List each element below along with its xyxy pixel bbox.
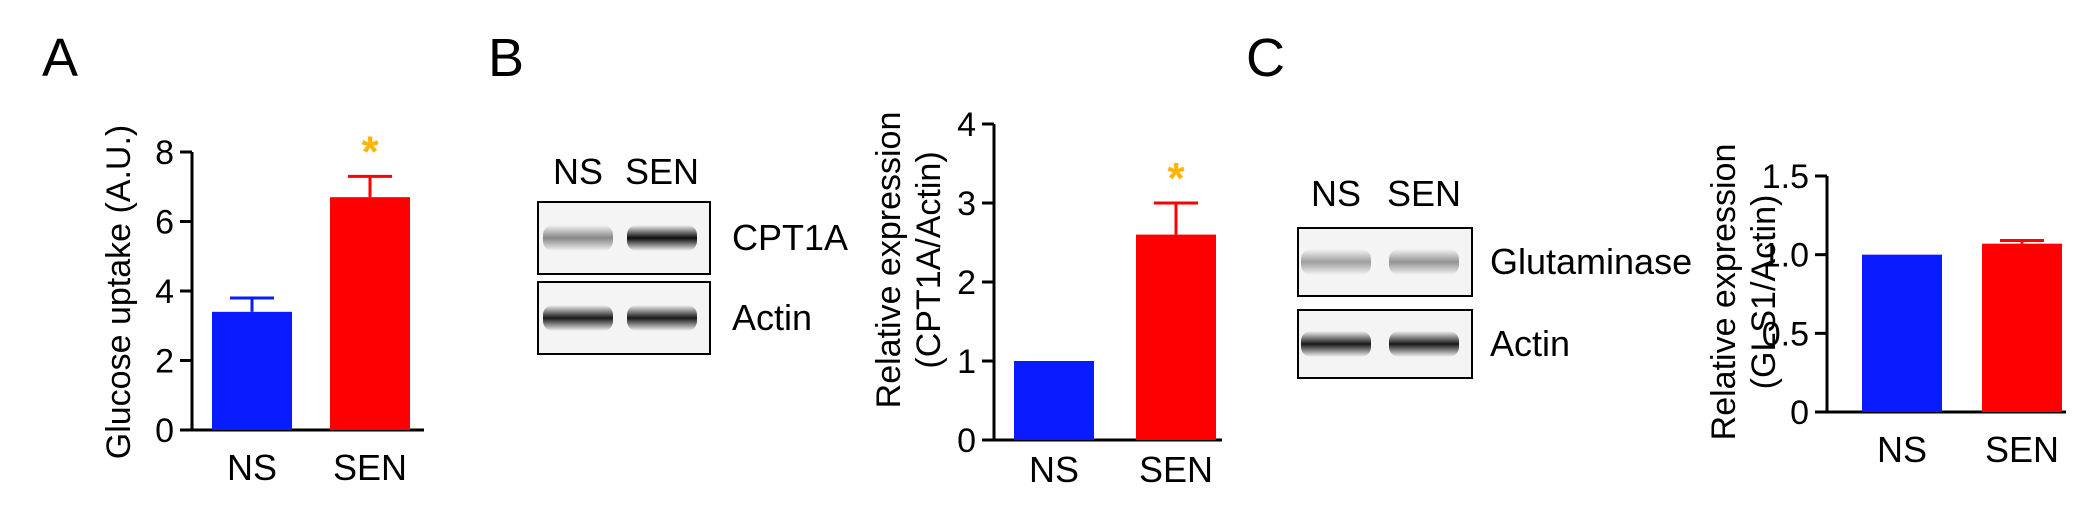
y-tick-label: 3 — [957, 185, 976, 223]
category-label: SEN — [1985, 429, 2059, 470]
protein-band — [1301, 249, 1371, 275]
bar-ns — [212, 311, 292, 430]
y-tick-label: 1.0 — [1762, 237, 1809, 275]
bar-sen — [330, 197, 410, 430]
panel-label-a: A — [42, 28, 78, 88]
bar-ns — [1014, 361, 1094, 440]
protein-band — [543, 305, 613, 331]
y-axis-title-line: Relative expression — [870, 112, 908, 409]
protein-band — [1389, 331, 1459, 357]
y-tick-label: 2 — [155, 343, 174, 381]
category-label: SEN — [333, 447, 407, 488]
y-tick-label: 6 — [155, 204, 174, 242]
y-tick-label: 0 — [1790, 394, 1809, 432]
bar-sen — [1136, 234, 1216, 440]
protein-band — [627, 305, 697, 331]
significance-marker: * — [361, 127, 379, 176]
western-blot-cpt1a: NS SEN CPT1A Actin — [537, 151, 848, 355]
y-axis-title-line: Relative expression — [1705, 144, 1743, 441]
protein-band — [1301, 331, 1371, 357]
y-tick-label: 1 — [957, 343, 976, 381]
category-label: NS — [227, 447, 277, 488]
chart-gls1-expression: 0 0.5 1.0 1.5 Relative expression (GLS1/Actin… — [1705, 144, 2066, 470]
chart-glucose-uptake: 0 2 4 6 8 Glucose uptake (A.U.) NS * SEN — [100, 125, 424, 488]
y-tick-label: 0.5 — [1762, 315, 1809, 353]
y-axis-title: Glucose uptake (A.U.) — [100, 125, 138, 459]
bar-ns — [1862, 254, 1942, 412]
significance-marker: * — [1167, 154, 1185, 203]
lane-label: SEN — [1387, 173, 1461, 214]
category-label: NS — [1029, 449, 1079, 490]
y-axis-title-line: (CPT1A/Actin) — [910, 151, 948, 368]
band-label: Glutaminase — [1490, 241, 1692, 282]
band-label: CPT1A — [732, 217, 848, 258]
panel-label-c: C — [1246, 28, 1285, 88]
y-tick-label: 0 — [155, 412, 174, 450]
panel-label-b: B — [488, 28, 524, 88]
y-tick-label: 1.5 — [1762, 158, 1809, 196]
lane-label: NS — [1311, 173, 1361, 214]
band-label: Actin — [1490, 323, 1570, 364]
category-label: NS — [1877, 429, 1927, 470]
category-label: SEN — [1139, 449, 1213, 490]
protein-band — [543, 225, 613, 251]
lane-label: NS — [553, 151, 603, 192]
bar-sen — [1982, 243, 2062, 412]
y-tick-label: 0 — [957, 422, 976, 460]
y-axis-title-line: (GLS1/Actin) — [1745, 195, 1783, 390]
y-tick-label: 4 — [155, 273, 174, 311]
protein-band — [1389, 249, 1459, 275]
band-label: Actin — [732, 297, 812, 338]
protein-band — [627, 225, 697, 251]
y-tick-label: 8 — [155, 134, 174, 172]
y-tick-label: 4 — [957, 106, 976, 144]
chart-cpt1a-expression: 0 1 2 3 4 Relative expression (CPT1A/Actin) NS *… — [870, 106, 1222, 490]
y-tick-label: 2 — [957, 264, 976, 302]
western-blot-glutaminase: NS SEN Glutaminase Actin — [1297, 173, 1692, 379]
lane-label: SEN — [625, 151, 699, 192]
